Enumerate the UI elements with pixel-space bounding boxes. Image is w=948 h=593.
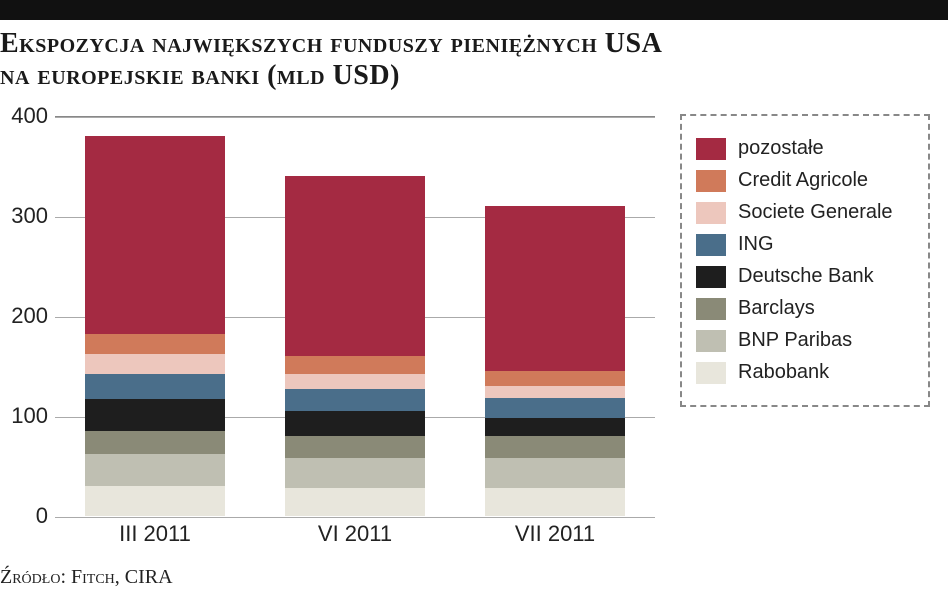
x-tick-label: VII 2011 — [485, 521, 625, 547]
legend-label: Rabobank — [738, 361, 829, 384]
legend: pozostałe Credit Agricole Societe Generale… — [680, 114, 930, 407]
bar-segment-bnp_paribas — [485, 458, 625, 488]
legend-item: Societe Generale — [696, 201, 914, 224]
source-text: Źródło: Fitch, CIRA — [0, 556, 948, 589]
bar-segment-rabobank — [85, 486, 225, 516]
bar-segment-bnp_paribas — [285, 458, 425, 488]
bar-segment-credit_agricole — [85, 334, 225, 354]
bar-segment-deutsche_bank — [85, 399, 225, 431]
legend-label: Societe Generale — [738, 201, 893, 224]
y-tick-label: 400 — [0, 103, 48, 129]
legend-label: Credit Agricole — [738, 169, 868, 192]
legend-label: Deutsche Bank — [738, 265, 874, 288]
legend-item: Credit Agricole — [696, 169, 914, 192]
bar-segment-ing — [285, 389, 425, 411]
bar-segment-societe_generale — [85, 354, 225, 374]
bar — [85, 136, 225, 516]
bar-segment-pozostale — [285, 176, 425, 356]
bar-segment-rabobank — [485, 488, 625, 516]
legend-item: Rabobank — [696, 361, 914, 384]
legend-item: pozostałe — [696, 137, 914, 160]
bar — [285, 176, 425, 516]
chart-container: Ekspozycja największych funduszy pienięż… — [0, 0, 948, 593]
legend-label: Barclays — [738, 297, 815, 320]
legend-swatch — [696, 362, 726, 384]
legend-label: pozostałe — [738, 137, 824, 160]
legend-swatch — [696, 138, 726, 160]
x-tick-label: III 2011 — [85, 521, 225, 547]
y-tick-label: 0 — [0, 503, 48, 529]
y-tick-label: 300 — [0, 203, 48, 229]
bar-segment-ing — [85, 374, 225, 399]
top-bar — [0, 0, 948, 20]
legend-item: ING — [696, 233, 914, 256]
chart-title: Ekspozycja największych funduszy pienięż… — [0, 20, 948, 96]
bar-segment-ing — [485, 398, 625, 418]
title-line-1: Ekspozycja największych funduszy pienięż… — [0, 28, 662, 59]
legend-swatch — [696, 298, 726, 320]
legend-swatch — [696, 234, 726, 256]
bar-segment-credit_agricole — [485, 371, 625, 386]
chart-area: 0 100 200 300 400 III 2011 VI 2011 VII 2011 po… — [0, 106, 948, 556]
legend-swatch — [696, 170, 726, 192]
bar-segment-deutsche_bank — [285, 411, 425, 436]
bar-segment-bnp_paribas — [85, 454, 225, 486]
x-tick-label: VI 2011 — [285, 521, 425, 547]
legend-item: Barclays — [696, 297, 914, 320]
legend-swatch — [696, 266, 726, 288]
bars-group — [55, 116, 655, 516]
legend-swatch — [696, 202, 726, 224]
x-axis-labels: III 2011 VI 2011 VII 2011 — [55, 521, 655, 547]
bar-segment-rabobank — [285, 488, 425, 516]
legend-item: Deutsche Bank — [696, 265, 914, 288]
gridline — [55, 517, 655, 518]
bar-segment-societe_generale — [285, 374, 425, 389]
legend-label: BNP Paribas — [738, 329, 852, 352]
bar-segment-deutsche_bank — [485, 418, 625, 436]
bar-segment-barclays — [285, 436, 425, 458]
bar-segment-barclays — [485, 436, 625, 458]
bar-segment-pozostale — [485, 206, 625, 371]
bar-segment-societe_generale — [485, 386, 625, 398]
legend-swatch — [696, 330, 726, 352]
legend-item: BNP Paribas — [696, 329, 914, 352]
y-tick-label: 200 — [0, 303, 48, 329]
bar-segment-pozostale — [85, 136, 225, 334]
legend-label: ING — [738, 233, 774, 256]
bar-segment-credit_agricole — [285, 356, 425, 374]
bar-segment-barclays — [85, 431, 225, 454]
title-line-2: na europejskie banki (mld USD) — [0, 60, 400, 91]
bar — [485, 206, 625, 516]
y-tick-label: 100 — [0, 403, 48, 429]
